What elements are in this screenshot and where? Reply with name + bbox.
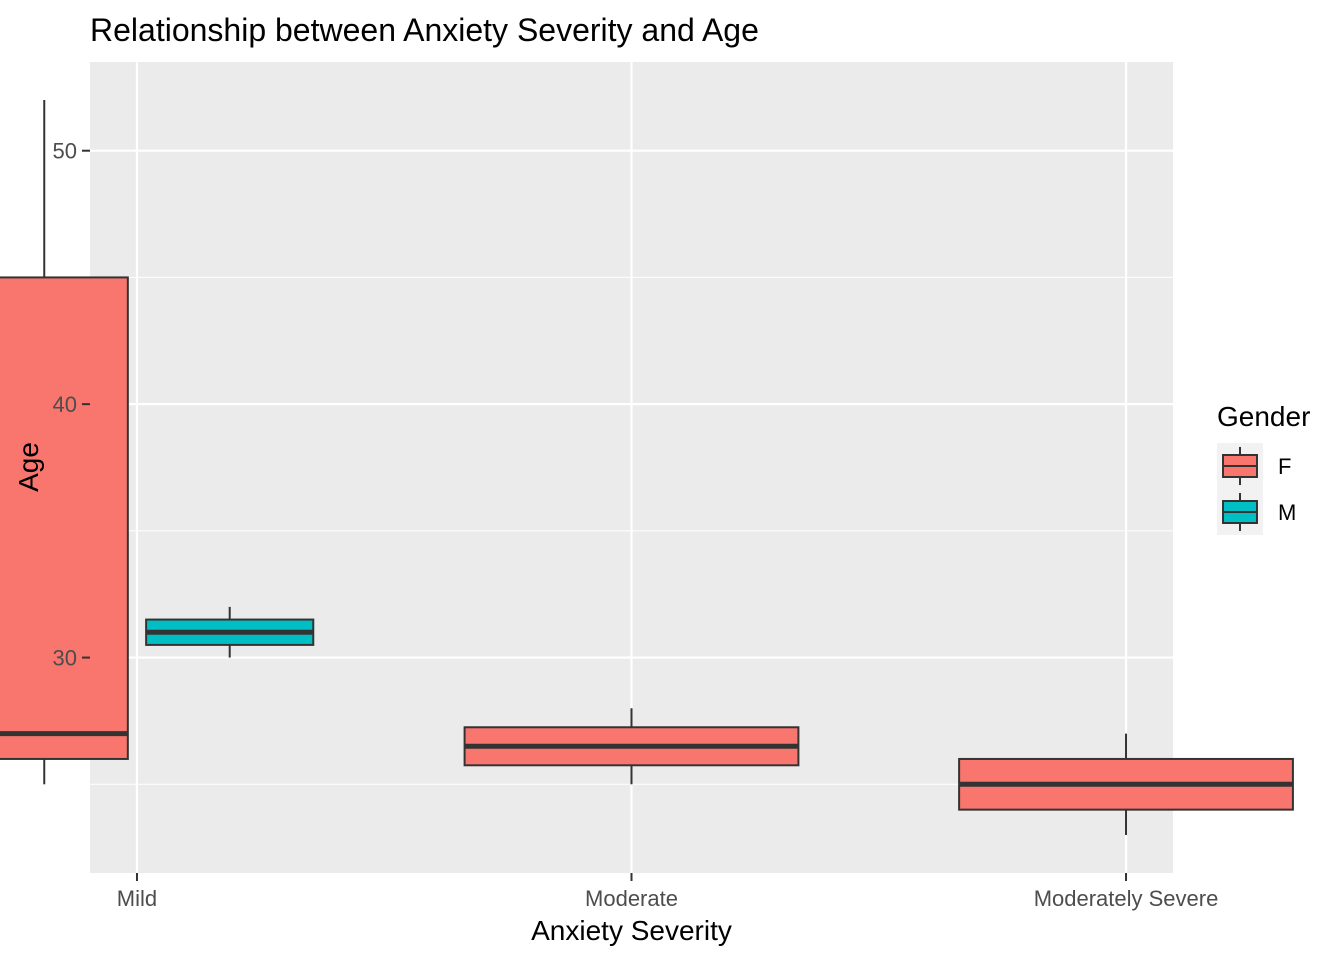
x-tick-label: Moderately Severe bbox=[1034, 886, 1219, 911]
box-moderate-f bbox=[463, 708, 800, 785]
legend-item-f: F bbox=[1217, 443, 1291, 489]
x-tick-label: Moderate bbox=[585, 886, 678, 911]
legend-entries: FM bbox=[1217, 443, 1296, 535]
axis-layer: 30 40 50 Mild Moderate Moderately Severe bbox=[53, 139, 1219, 911]
y-axis-title: Age bbox=[13, 442, 44, 492]
y-tick-label: 50 bbox=[53, 139, 77, 164]
grid-lines bbox=[90, 62, 1173, 873]
chart-title: Relationship between Anxiety Severity an… bbox=[90, 12, 759, 48]
legend-label: F bbox=[1278, 454, 1291, 479]
x-tick-label: Mild bbox=[117, 886, 157, 911]
x-axis-title: Anxiety Severity bbox=[531, 915, 732, 946]
y-tick-label: 40 bbox=[53, 392, 77, 417]
box-mild-f bbox=[0, 100, 129, 785]
y-tick-label: 30 bbox=[53, 646, 77, 671]
box-layer bbox=[0, 100, 1294, 835]
box-mild-m bbox=[145, 606, 315, 658]
box-iqr bbox=[0, 276, 129, 760]
legend-label: M bbox=[1278, 500, 1296, 525]
box-moderately-severe-f bbox=[958, 733, 1294, 835]
legend-item-m: M bbox=[1217, 489, 1296, 535]
legend: Gender FM bbox=[1217, 401, 1310, 535]
legend-title: Gender bbox=[1217, 401, 1310, 432]
